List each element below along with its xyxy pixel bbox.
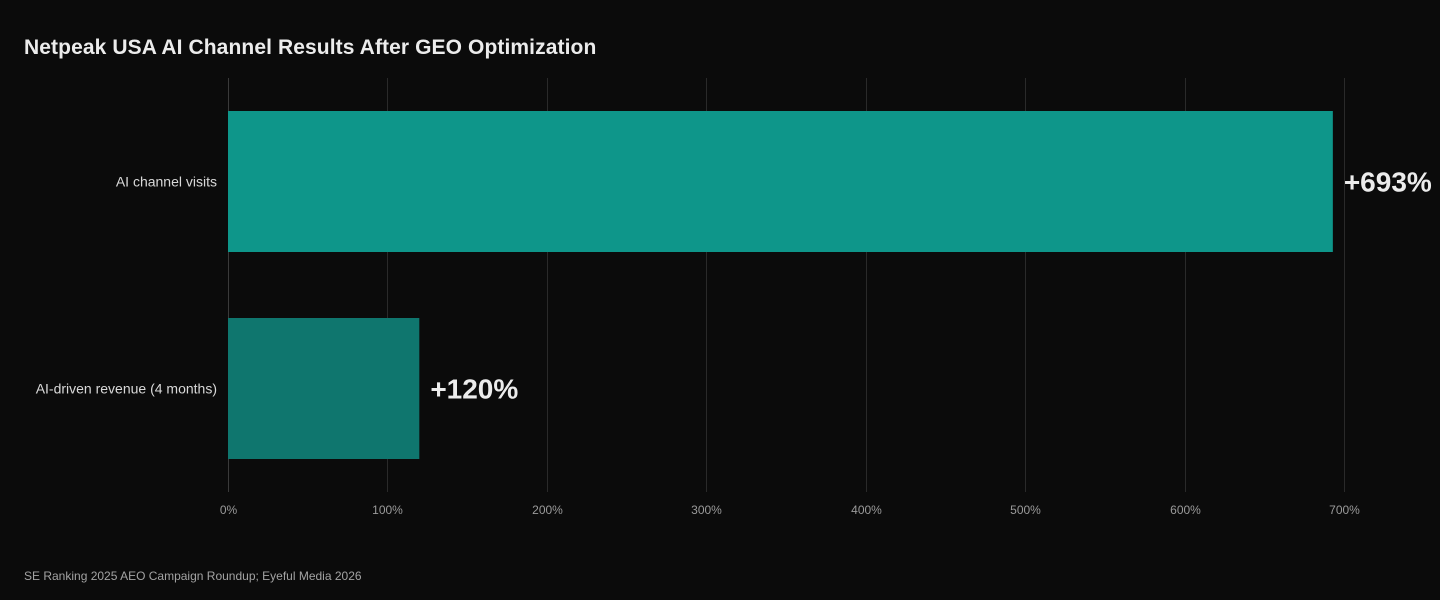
grid-layer: [228, 78, 1345, 492]
x-tick-label: 700%: [1329, 503, 1360, 517]
bar-1: [228, 111, 1333, 252]
x-tick-label: 400%: [851, 503, 882, 517]
source-note: SE Ranking 2025 AEO Campaign Roundup; Ey…: [24, 569, 362, 583]
label-layer: 0% 100% 200% 300% 400% 500% 600% 700% AI channel…: [36, 167, 1432, 518]
bar-layer: [228, 111, 1333, 459]
x-tick-label: 500%: [1010, 503, 1041, 517]
chart-title: Netpeak USA AI Channel Results After GEO…: [24, 36, 597, 59]
category-label: AI-driven revenue (4 months): [36, 381, 217, 397]
bar-2: [228, 318, 420, 459]
category-label: AI channel visits: [116, 174, 217, 190]
x-tick-label: 300%: [691, 503, 722, 517]
value-label: +693%: [1344, 167, 1432, 198]
x-tick-label: 100%: [372, 503, 403, 517]
x-tick-label: 200%: [532, 503, 563, 517]
x-tick-label: 0%: [220, 503, 238, 517]
value-label: +120%: [430, 374, 518, 405]
x-tick-label: 600%: [1170, 503, 1201, 517]
